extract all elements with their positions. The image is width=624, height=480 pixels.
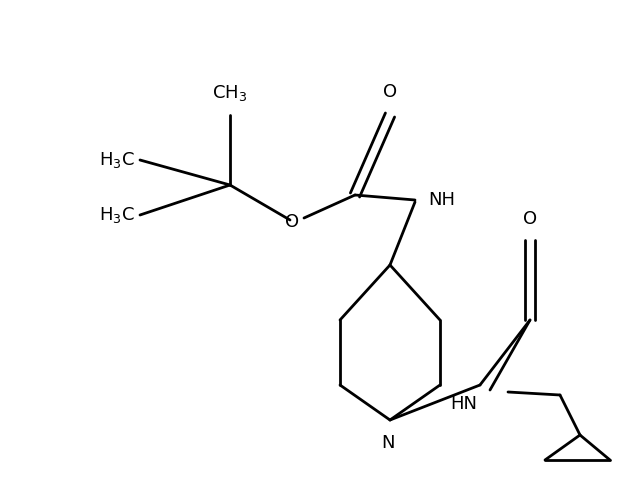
Text: O: O xyxy=(383,83,397,101)
Text: N: N xyxy=(381,434,395,452)
Text: O: O xyxy=(285,213,299,231)
Text: O: O xyxy=(523,210,537,228)
Text: NH: NH xyxy=(428,191,455,209)
Text: HN: HN xyxy=(450,395,477,413)
Text: H$_3$C: H$_3$C xyxy=(99,205,135,225)
Text: H$_3$C: H$_3$C xyxy=(99,150,135,170)
Text: CH$_3$: CH$_3$ xyxy=(212,83,248,103)
